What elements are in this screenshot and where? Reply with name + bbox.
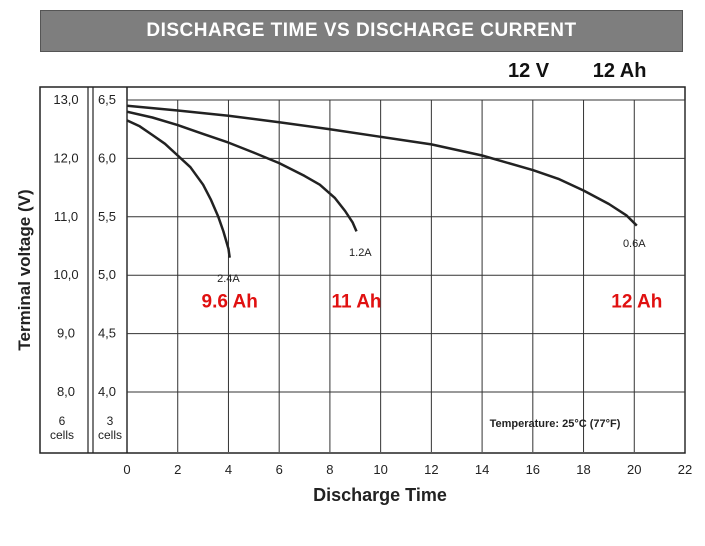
x-axis-label: Discharge Time <box>313 485 447 505</box>
ytick-6cells: 12,0 <box>53 150 78 165</box>
cells-label-6: cells <box>50 428 74 442</box>
xtick-label: 10 <box>373 462 387 477</box>
chart-title-banner: DISCHARGE TIME VS DISCHARGE CURRENT <box>40 10 683 52</box>
cells-label-3: 3 <box>107 414 114 428</box>
xtick-label: 0 <box>123 462 130 477</box>
ytick-3cells: 4,5 <box>98 326 116 341</box>
spec-voltage: 12 V <box>508 60 550 82</box>
xtick-label: 20 <box>627 462 641 477</box>
ytick-6cells: 10,0 <box>53 267 78 282</box>
xtick-label: 4 <box>225 462 232 477</box>
cells-label-6: 6 <box>59 414 66 428</box>
ytick-3cells: 6,0 <box>98 150 116 165</box>
capacity-label-0.6A: 12 Ah <box>611 291 662 312</box>
xtick-label: 18 <box>576 462 590 477</box>
spec-capacity: 12 Ah <box>592 60 647 82</box>
xtick-label: 14 <box>475 462 489 477</box>
ytick-6cells: 9,0 <box>57 326 75 341</box>
series-label-1.2A: 1.2A <box>349 247 372 259</box>
series-line-2.4A <box>126 119 231 258</box>
xtick-label: 22 <box>678 462 692 477</box>
battery-spec: 12 V 12 Ah <box>508 60 646 83</box>
xtick-label: 8 <box>326 462 333 477</box>
y-axis-label: Terminal voltage (V) <box>15 189 34 350</box>
ytick-3cells: 4,0 <box>98 384 116 399</box>
ytick-6cells: 13,0 <box>53 92 78 107</box>
series-line-1.2A <box>126 110 358 232</box>
series-line-0.6A <box>126 104 638 227</box>
plot-frame <box>39 86 686 454</box>
ytick-6cells: 8,0 <box>57 384 75 399</box>
ytick-3cells: 5,0 <box>98 267 116 282</box>
ytick-3cells: 5,5 <box>98 209 116 224</box>
capacity-label-2.4A: 9.6 Ah <box>202 291 258 312</box>
chart-title: DISCHARGE TIME VS DISCHARGE CURRENT <box>146 20 577 41</box>
cells-label-3: cells <box>98 428 122 442</box>
xtick-label: 16 <box>526 462 540 477</box>
ytick-3cells: 6,5 <box>98 92 116 107</box>
series-label-2.4A: 2.4A <box>217 273 240 285</box>
xtick-label: 2 <box>174 462 181 477</box>
xtick-label: 12 <box>424 462 438 477</box>
xtick-label: 6 <box>276 462 283 477</box>
series-label-0.6A: 0.6A <box>623 238 646 250</box>
ytick-6cells: 11,0 <box>54 209 78 224</box>
temperature-annotation: Temperature: 25°C (77°F) <box>490 418 621 430</box>
capacity-label-1.2A: 11 Ah <box>332 291 382 312</box>
